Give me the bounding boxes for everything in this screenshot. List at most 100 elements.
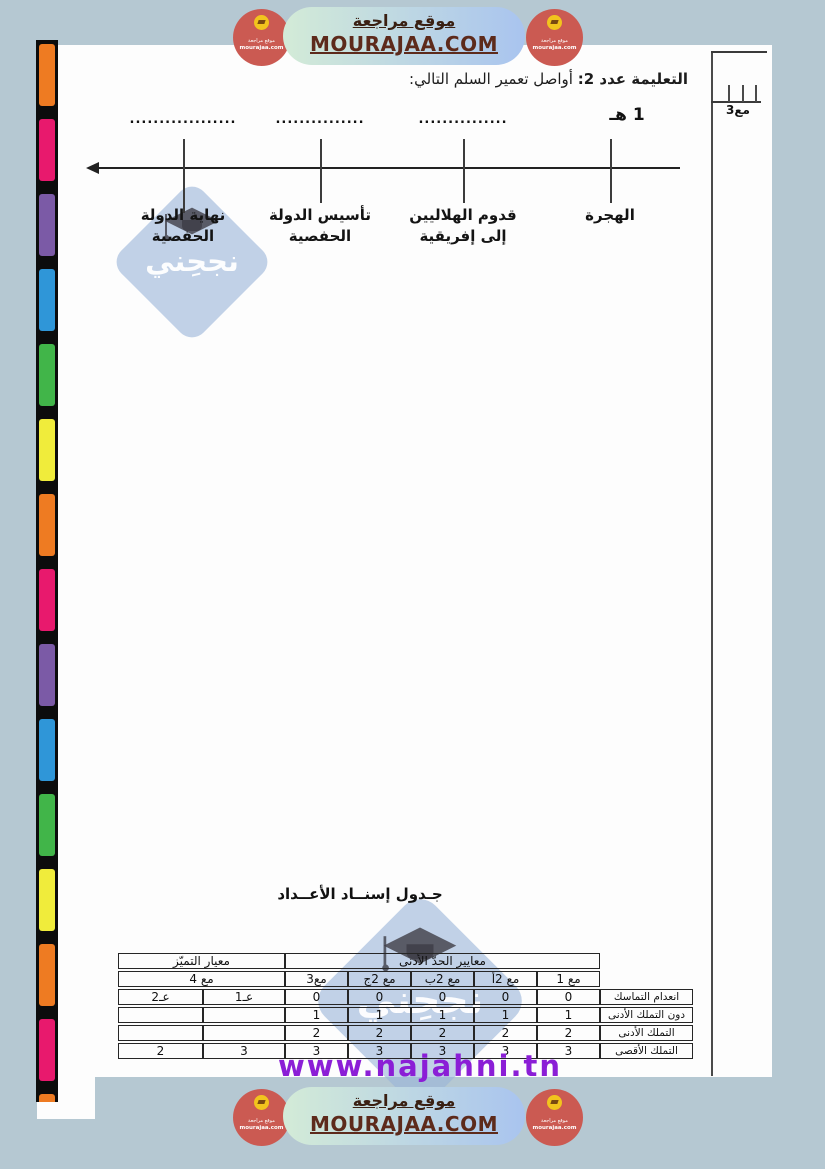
film-segment bbox=[39, 119, 55, 181]
watermark-brand-text: نجحِني bbox=[356, 976, 484, 1023]
event-line: الحفصية bbox=[288, 227, 352, 245]
logo-text-ar: موقع مراجعة bbox=[248, 1118, 275, 1124]
timeline-blank-answer[interactable]: .................. bbox=[129, 112, 237, 127]
table-cell: 0 bbox=[348, 989, 411, 1005]
table-cell: 0 bbox=[474, 989, 537, 1005]
film-segment bbox=[39, 644, 55, 706]
min-criteria-header: معايير الحدّ الأدنى bbox=[285, 953, 600, 969]
row-label: دون التملك الأدنى bbox=[600, 1007, 693, 1023]
timeline-event-label: الهجرة bbox=[530, 205, 690, 226]
film-segment bbox=[39, 44, 55, 106]
table-cell: 0 bbox=[411, 989, 474, 1005]
timeline-tick bbox=[320, 139, 322, 203]
row-label: انعدام التماسك bbox=[600, 989, 693, 1005]
adjacent-table-mid-border bbox=[711, 101, 761, 103]
event-line: قدوم الهلاليين bbox=[409, 206, 517, 224]
column-header: مع 1 bbox=[537, 971, 600, 987]
table-cell: عـ1 bbox=[203, 989, 285, 1005]
table-cell: 3 bbox=[474, 1043, 537, 1059]
site-name-arabic[interactable]: موقع مراجعة bbox=[352, 11, 456, 30]
table-cell: 2 bbox=[285, 1025, 348, 1041]
graduation-cap-icon bbox=[257, 20, 266, 24]
mourajaa-logo: موقع مراجعة mourajaa.com bbox=[526, 9, 583, 66]
timeline-event-label: تأسيس الدولة الحفصية bbox=[240, 205, 400, 247]
timeline-tick bbox=[183, 139, 185, 213]
table-row: انعدام التماسك 0 0 0 0 0 عـ1 عـ2 bbox=[118, 989, 693, 1005]
table-cell: 2 bbox=[537, 1025, 600, 1041]
excellence-header: معيار التميّز bbox=[118, 953, 285, 969]
mourajaa-logo: موقع مراجعة mourajaa.com bbox=[233, 1089, 290, 1146]
event-line: نهاية الدولة bbox=[140, 206, 226, 224]
logo-text-ar: موقع مراجعة bbox=[248, 38, 275, 44]
graduation-cap-icon bbox=[182, 220, 202, 231]
instruction-number: التعليمة عدد 2: bbox=[577, 70, 688, 88]
table-cell: 1 bbox=[285, 1007, 348, 1023]
column-header: مع 2ج bbox=[348, 971, 411, 987]
table-cell: 2 bbox=[411, 1025, 474, 1041]
timeline-blank-answer[interactable]: ............... bbox=[418, 112, 508, 127]
table-cell: 3 bbox=[203, 1043, 285, 1059]
tassel-icon bbox=[163, 214, 169, 240]
logo-text-ar: موقع مراجعة bbox=[541, 1118, 568, 1124]
grades-table-title: جـدول إسنــاد الأعــداد bbox=[277, 885, 443, 903]
mourajaa-logo: موقع مراجعة mourajaa.com bbox=[233, 9, 290, 66]
film-segment bbox=[39, 494, 55, 556]
site-url-link[interactable]: MOURAJAA.COM bbox=[310, 31, 498, 56]
column-header: مع 2ب bbox=[411, 971, 474, 987]
timeline-arrowhead-icon bbox=[86, 162, 99, 174]
table-cell: 0 bbox=[537, 989, 600, 1005]
empty-corner-cell bbox=[600, 971, 693, 987]
film-segment bbox=[39, 1019, 55, 1081]
graduation-cap-icon bbox=[257, 1100, 266, 1104]
logo-seal-icon bbox=[547, 1095, 562, 1110]
table-row: التملك الأقصى 3 3 3 3 3 3 2 bbox=[118, 1043, 693, 1059]
event-line: الحفصية bbox=[151, 227, 215, 245]
adjacent-table-top-border bbox=[711, 51, 767, 53]
najahni-watermark: نجحِني bbox=[109, 179, 275, 345]
film-segment bbox=[39, 194, 55, 256]
adjacent-page-edge-line bbox=[711, 52, 713, 1076]
film-segment bbox=[39, 719, 55, 781]
table-cell: 2 bbox=[118, 1043, 203, 1059]
table-cell: 3 bbox=[285, 1043, 348, 1059]
mourajaa-logo: موقع مراجعة mourajaa.com bbox=[526, 1089, 583, 1146]
table-row: التملك الأدنى 2 2 2 2 2 bbox=[118, 1025, 693, 1041]
logo-text-url: mourajaa.com bbox=[532, 1125, 577, 1131]
table-cell bbox=[203, 1025, 285, 1041]
table-cell: 2 bbox=[474, 1025, 537, 1041]
najahni-site-url: www.najahni.tn bbox=[277, 1049, 562, 1083]
instruction-text: التعليمة عدد 2: أواصل تعمير السلم التالي… bbox=[409, 70, 688, 88]
table-cell: 3 bbox=[411, 1043, 474, 1059]
logo-seal-icon bbox=[254, 15, 269, 30]
footer-banner: موقع مراجعة mourajaa.com موقع مراجعة MOU… bbox=[0, 1080, 825, 1155]
event-line: إلى إفريقية bbox=[419, 227, 507, 245]
graduation-cap-icon bbox=[550, 20, 559, 24]
table-cell bbox=[118, 1025, 203, 1041]
graduation-cap-icon bbox=[406, 944, 434, 960]
row-label: التملك الأدنى bbox=[600, 1025, 693, 1041]
adjacent-table-tick bbox=[742, 85, 744, 102]
column-header: مع3 bbox=[285, 971, 348, 987]
grades-table: معايير الحدّ الأدنى معيار التميّز مع 1 م… bbox=[118, 951, 693, 1061]
film-segment bbox=[39, 419, 55, 481]
logo-text-url: mourajaa.com bbox=[532, 45, 577, 51]
table-cell: 3 bbox=[348, 1043, 411, 1059]
table-cell: عـ2 bbox=[118, 989, 203, 1005]
site-url-link[interactable]: MOURAJAA.COM bbox=[310, 1111, 498, 1136]
table-cell: 0 bbox=[285, 989, 348, 1005]
table-cell: 2 bbox=[348, 1025, 411, 1041]
instruction-body: أواصل تعمير السلم التالي: bbox=[409, 70, 573, 88]
table-cell: 1 bbox=[411, 1007, 474, 1023]
film-segment bbox=[39, 344, 55, 406]
film-segment bbox=[39, 569, 55, 631]
timeline-event-label: نهاية الدولة الحفصية bbox=[103, 205, 263, 247]
timeline-blank-answer[interactable]: ............... bbox=[275, 112, 365, 127]
film-segment bbox=[39, 794, 55, 856]
film-strip bbox=[36, 40, 58, 1102]
film-segment bbox=[39, 269, 55, 331]
site-name-arabic[interactable]: موقع مراجعة bbox=[352, 1091, 456, 1110]
table-row: دون التملك الأدنى 1 1 1 1 1 bbox=[118, 1007, 693, 1023]
timeline-tick bbox=[610, 139, 612, 203]
table-cell bbox=[118, 1007, 203, 1023]
event-line: الهجرة bbox=[585, 206, 635, 224]
